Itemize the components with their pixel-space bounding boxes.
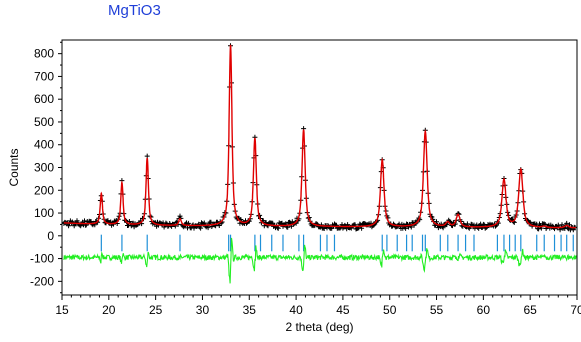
y-tick-label: 0 (47, 229, 54, 243)
y-tick-label: -200 (30, 274, 54, 288)
chart-title: MgTiO3 (108, 2, 161, 19)
plot-content (62, 43, 577, 284)
x-tick-label: 55 (430, 303, 444, 317)
x-tick-label: 65 (524, 303, 538, 317)
y-tick-label: -100 (30, 252, 54, 266)
observed-point (403, 225, 409, 231)
y-axis-label: Counts (7, 148, 21, 186)
observed-point (440, 225, 446, 231)
y-tick-label: 600 (34, 92, 54, 106)
observed-point (205, 225, 211, 231)
axes: -200 -100 0 100 200 300 400 500 600 700 800 15 20 25 3… (30, 39, 581, 317)
x-tick-label: 35 (243, 303, 257, 317)
y-tick-label: 300 (34, 161, 54, 175)
x-tick-label: 70 (570, 303, 581, 317)
observed-point (82, 218, 87, 224)
observed-point (321, 226, 327, 231)
x-tick-label: 50 (383, 303, 397, 317)
y-tick-label: 700 (34, 69, 54, 83)
observed-point (208, 219, 214, 225)
y-tick-label: 800 (34, 47, 54, 61)
x-tick-label: 20 (102, 303, 116, 317)
x-tick-label: 60 (477, 303, 491, 317)
observed-point (74, 218, 80, 224)
observed-point (198, 225, 204, 231)
observed-point (144, 153, 150, 159)
y-tick-label: 200 (34, 183, 54, 197)
x-tick-label: 30 (196, 303, 210, 317)
observed-point (275, 225, 281, 231)
x-axis-label: 2 theta (deg) (285, 320, 353, 334)
x-tick-label: 25 (149, 303, 163, 317)
observed-point (66, 223, 72, 229)
observed-point (557, 227, 563, 233)
x-tick-label: 15 (55, 303, 69, 317)
x-tick-label: 45 (336, 303, 350, 317)
difference-curve (63, 237, 577, 284)
observed-point (318, 222, 324, 228)
observed-point (177, 213, 183, 219)
plot-area (62, 43, 577, 284)
calculated-curve (63, 44, 577, 229)
x-tick-label: 40 (289, 303, 303, 317)
y-tick-label: 100 (34, 206, 54, 220)
y-tick-label: 500 (34, 115, 54, 129)
y-tick-label: 400 (34, 138, 54, 152)
